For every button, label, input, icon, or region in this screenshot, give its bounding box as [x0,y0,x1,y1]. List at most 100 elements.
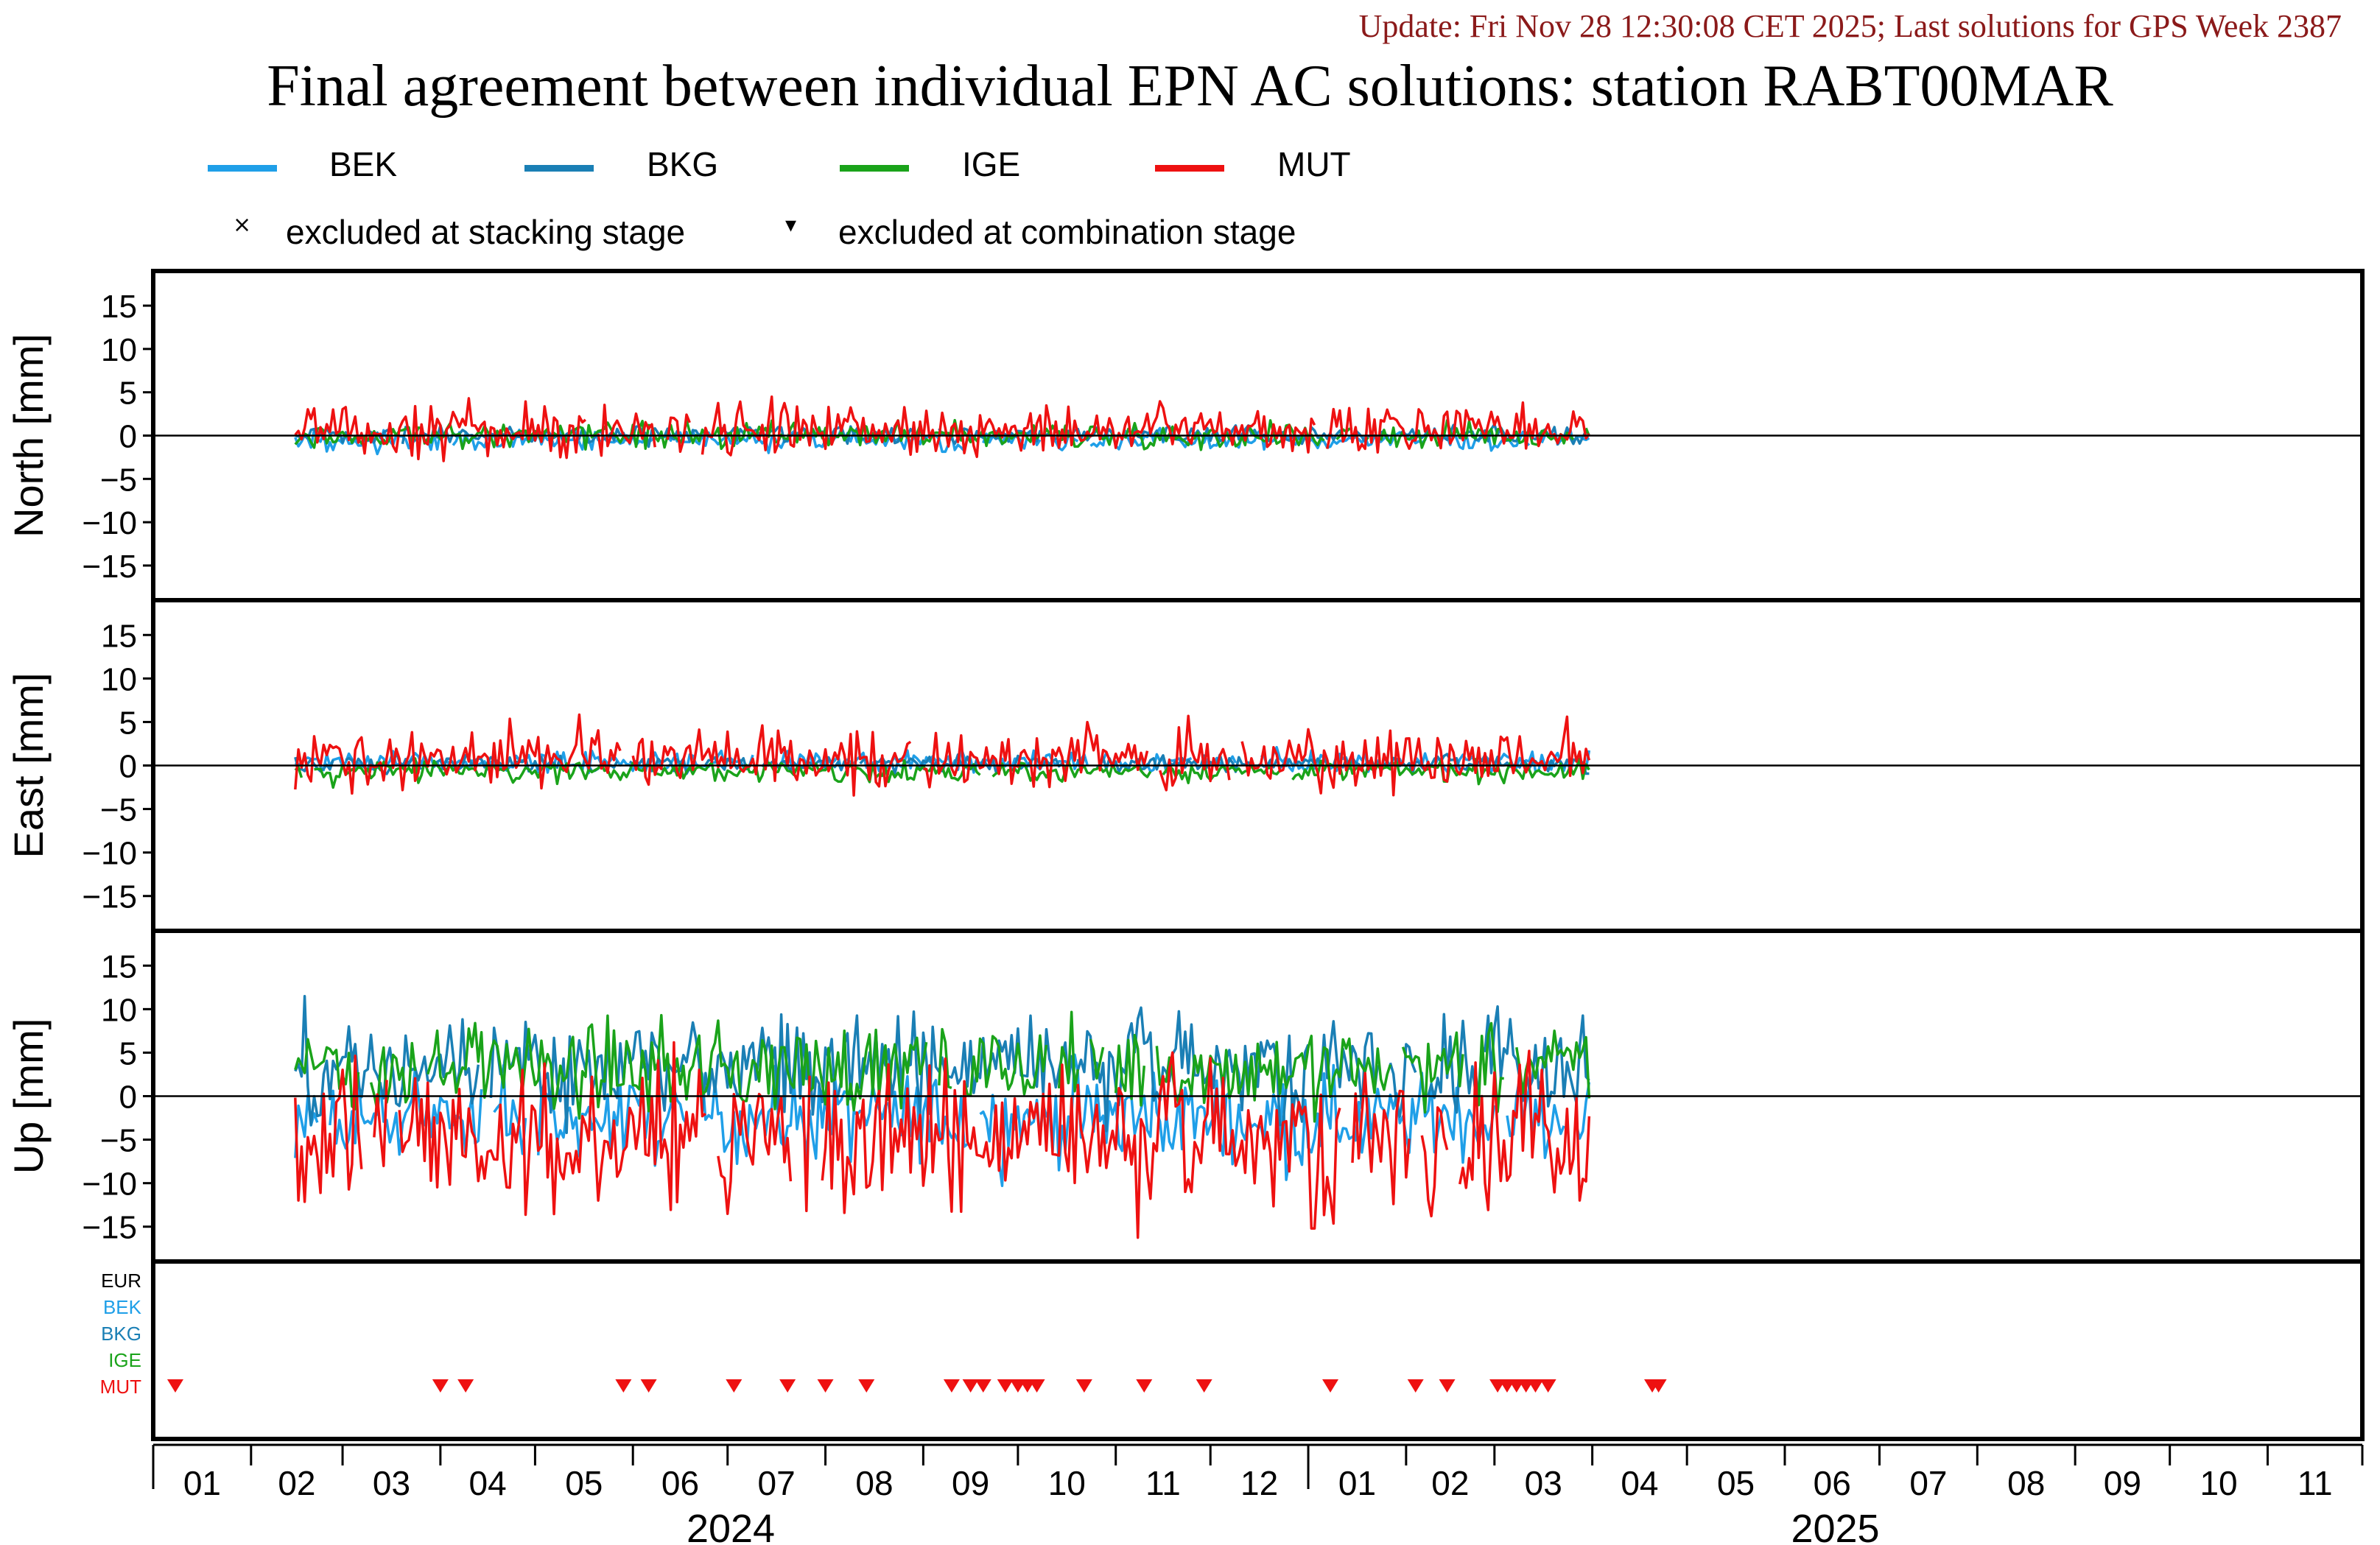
exclusion-panel: EUR BEK BKG IGE MUT [100,1259,2365,1441]
excluded-marker [640,1379,657,1393]
y-tick-label: 10 [101,992,137,1028]
excluded-marker [962,1379,979,1393]
excluded-marker [1407,1379,1424,1393]
legend-label-bek: BEK [329,145,398,183]
combination-excluded-symbol: ▾ [785,212,797,238]
panel-east: 15 10 5 0 −5 −10 −15 East [mm] [5,598,2365,933]
combination-excluded-label: excluded at combination stage [838,213,1296,251]
panel-north: 15 10 5 0 −5 −10 −15 North [mm] [5,269,2365,602]
y-axis-label: Up [mm] [5,1018,52,1175]
excluded-marker [817,1379,834,1393]
y-tick-label: −5 [100,792,137,828]
month-label: 02 [278,1464,315,1502]
year-label: 2025 [1791,1507,1879,1545]
month-label: 04 [469,1464,507,1502]
excluded-marker [779,1379,796,1393]
series-mut [294,1041,1591,1239]
excluded-marker [1439,1379,1456,1393]
month-label: 09 [2104,1464,2141,1502]
stacking-excluded-label: excluded at stacking stage [286,213,686,251]
excluded-marker [1540,1379,1556,1393]
month-label: 03 [373,1464,410,1502]
month-label: 07 [758,1464,796,1502]
excluded-marker [1075,1379,1092,1393]
y-axis-label: East [mm] [5,672,52,858]
y-tick-label: −5 [100,462,137,498]
exclusion-row-label: BEK [103,1296,142,1318]
series-bkg [294,995,1590,1135]
month-label: 04 [1621,1464,1658,1502]
excluded-marker [1650,1379,1667,1393]
month-label: 01 [183,1464,221,1502]
legend-label-ige: IGE [962,145,1021,183]
y-tick-label: 5 [119,705,137,741]
excluded-marker [457,1379,474,1393]
y-tick-label: −10 [82,836,137,872]
month-label: 09 [952,1464,989,1502]
y-axis-label: North [mm] [5,334,52,538]
month-label: 07 [1909,1464,1947,1502]
y-tick-label: 10 [101,661,137,697]
chart-title: Final agreement between individual EPN A… [267,54,2113,119]
series-mut [294,713,1591,797]
month-label: 08 [855,1464,893,1502]
y-tick-label: −15 [82,549,137,585]
y-tick-label: 0 [119,749,137,785]
exclusion-row-label: EUR [101,1270,141,1292]
legend-label-mut: MUT [1277,145,1351,183]
y-tick-label: −15 [82,1210,137,1246]
y-tick-label: 15 [101,289,137,325]
month-label: 11 [2297,1464,2333,1502]
exclusion-row-label: IGE [108,1349,141,1371]
exclusion-row-label: BKG [101,1323,141,1345]
legend-swatch-mut [1155,165,1224,172]
excluded-marker [1527,1379,1544,1393]
month-label: 10 [2200,1464,2237,1502]
excluded-marker [1196,1379,1212,1393]
y-tick-label: 15 [101,949,137,985]
y-tick-label: 0 [119,419,137,455]
series-ige [294,1010,1591,1123]
y-tick-label: 10 [101,332,137,368]
y-tick-label: −15 [82,879,137,915]
y-tick-label: 5 [119,376,137,412]
excluded-marker [615,1379,632,1393]
excluded-marker [858,1379,875,1393]
exclusion-row-label: MUT [100,1376,141,1398]
excluded-marker [943,1379,960,1393]
time-axis: 01 02 03 04 05 06 07 08 09 10 11 12 01 02 03 04 05 06 07 08… [152,1443,2364,1545]
excluded-marker [166,1379,183,1393]
y-tick-label: −10 [82,1166,137,1203]
y-tick-label: 5 [119,1035,137,1071]
month-label: 03 [1525,1464,1562,1502]
excluded-marker [432,1379,449,1393]
month-label: 12 [1240,1464,1278,1502]
y-tick-label: 0 [119,1080,137,1116]
exclusion-frame [151,1259,2365,1441]
excluded-marker [726,1379,743,1393]
month-label: 06 [661,1464,699,1502]
y-tick-label: −5 [100,1123,137,1159]
month-label: 11 [1145,1464,1181,1502]
excluded-marker [1028,1379,1045,1393]
month-label: 02 [1431,1464,1469,1502]
y-tick-label: −10 [82,505,137,541]
excluded-marker [975,1379,991,1393]
excluded-marker [1322,1379,1339,1393]
panel-up: 15 10 5 0 −5 −10 −15 Up [mm] [5,929,2365,1264]
stacking-excluded-symbol: × [233,212,252,238]
legend-swatch-bek [208,165,277,172]
month-label: 06 [1814,1464,1851,1502]
year-label: 2024 [687,1507,775,1545]
excluded-marker [1136,1379,1153,1393]
month-label: 10 [1048,1464,1086,1502]
month-label: 05 [565,1464,603,1502]
legend-swatch-bkg [524,165,594,172]
legend-swatch-ige [840,165,909,172]
legend-label-bkg: BKG [647,145,719,183]
excluded-marker [997,1379,1014,1393]
y-tick-label: 15 [101,618,137,654]
month-label: 08 [2007,1464,2045,1502]
month-label: 05 [1717,1464,1755,1502]
